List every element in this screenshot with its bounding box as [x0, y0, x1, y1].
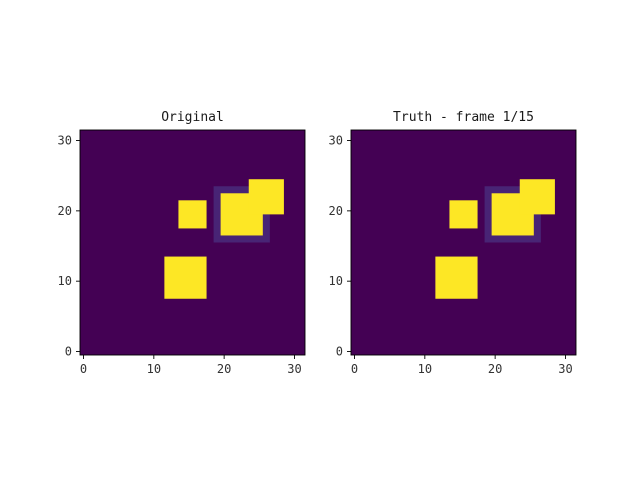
- y-tick-label: 30: [329, 134, 343, 148]
- heatmap-cell-block: [519, 179, 555, 215]
- axes-frame: [79, 129, 306, 356]
- x-tick-label: 10: [418, 362, 432, 376]
- y-tick-label: 20: [58, 204, 72, 218]
- heatmap-cell-block: [164, 256, 207, 299]
- x-tick-label: 20: [488, 362, 502, 376]
- y-tick-label: 30: [58, 134, 72, 148]
- x-tick-label: 0: [80, 362, 87, 376]
- axes-frame: [350, 129, 577, 356]
- panel-title-original: Original: [161, 110, 224, 125]
- heatmap-background: [80, 130, 305, 355]
- heatmap-cell-block: [435, 256, 478, 299]
- x-tick-label: 30: [558, 362, 572, 376]
- y-tick-label: 10: [58, 274, 72, 288]
- heatmap-panel-original: Original 0 10 20 30 0 10 20 30: [58, 110, 306, 376]
- x-tick-label: 10: [147, 362, 161, 376]
- x-tick-label: 20: [217, 362, 231, 376]
- x-tick-label: 0: [351, 362, 358, 376]
- panel-title-truth: Truth - frame 1/15: [393, 110, 534, 125]
- heatmap-cell-block: [449, 200, 478, 229]
- y-tick-label: 0: [336, 344, 343, 358]
- heatmap-panel-truth: Truth - frame 1/15 0 10 20 30 0 10 20 30: [329, 110, 577, 376]
- y-tick-label: 0: [65, 344, 72, 358]
- heatmap-cell-block: [178, 200, 207, 229]
- y-tick-label: 10: [329, 274, 343, 288]
- x-tick-label: 30: [287, 362, 301, 376]
- heatmap-background: [351, 130, 576, 355]
- y-tick-label: 20: [329, 204, 343, 218]
- heatmap-cell-block: [248, 179, 284, 215]
